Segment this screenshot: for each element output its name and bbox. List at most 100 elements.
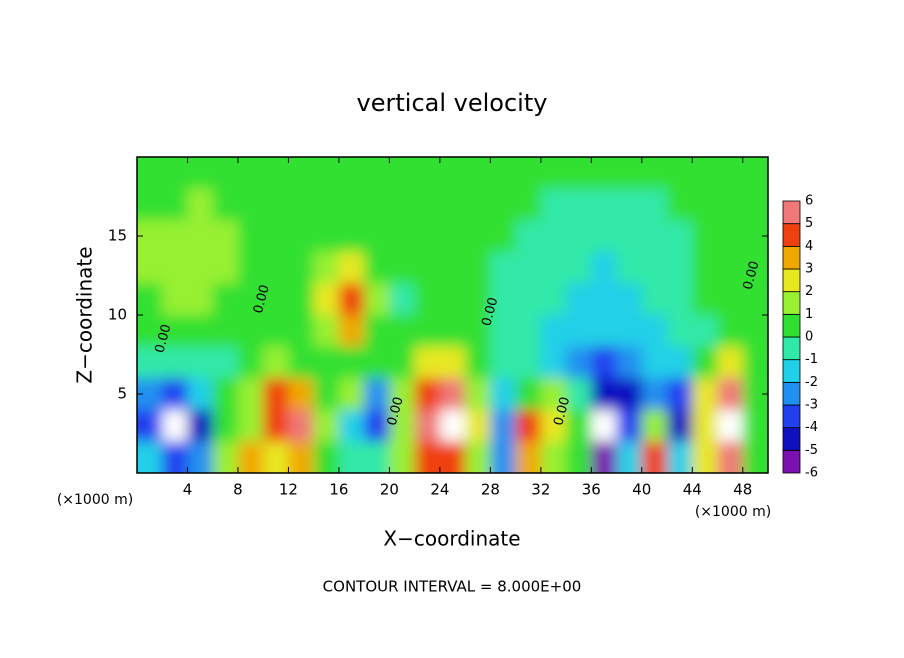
field-cell <box>263 251 289 284</box>
field-cell <box>187 220 214 253</box>
field-cell <box>566 220 592 253</box>
field-cell <box>389 251 416 284</box>
field-cell <box>414 188 441 221</box>
field-cell <box>465 283 491 316</box>
x-tick-label: 48 <box>733 481 752 499</box>
field-cell <box>667 346 693 379</box>
field-cell <box>692 157 719 190</box>
field-cell <box>439 378 466 411</box>
field-cell <box>338 441 365 473</box>
field-cell <box>540 283 567 316</box>
field-cell <box>212 441 239 473</box>
field-cell <box>667 378 693 411</box>
field-cell <box>717 441 744 473</box>
colorbar-label: -2 <box>805 375 818 390</box>
field-cell <box>364 346 390 379</box>
field-cell <box>717 346 744 379</box>
field-cell <box>313 378 340 411</box>
x-tick-label: 24 <box>430 481 449 499</box>
field-cell <box>237 441 264 473</box>
field-cell <box>364 283 390 316</box>
field-cell <box>364 188 390 221</box>
field-cell <box>616 157 643 190</box>
x-axis-label: X−coordinate <box>383 527 520 551</box>
field-cell <box>263 283 289 316</box>
field-cell <box>667 251 693 284</box>
colorbar-label: -5 <box>805 443 818 458</box>
field-cell <box>742 283 768 316</box>
field-cell <box>641 378 668 411</box>
field-cell <box>641 441 668 473</box>
colorbar-swatch <box>782 313 801 338</box>
field-cell <box>540 378 567 411</box>
field-cell <box>338 283 365 316</box>
field-cell <box>338 188 365 221</box>
field-cell <box>692 378 719 411</box>
field-cell <box>641 157 668 190</box>
field-cell <box>414 378 441 411</box>
field-cell <box>288 283 315 316</box>
field-cell <box>540 220 567 253</box>
field-cell <box>389 378 416 411</box>
field-cell <box>364 220 390 253</box>
x-unit-left: (×1000 m) <box>57 492 133 508</box>
field-cell <box>540 157 567 190</box>
field-cell <box>591 441 618 473</box>
contour-label: 0.00 <box>741 260 763 292</box>
field-cell <box>591 315 618 348</box>
field-cell <box>540 346 567 379</box>
field-cell <box>187 188 214 221</box>
x-tick-label: 28 <box>481 481 500 499</box>
field-cell <box>263 409 289 442</box>
field-cell <box>263 220 289 253</box>
field-cell <box>162 157 188 190</box>
field-cell <box>137 378 163 411</box>
field-cell <box>187 315 214 348</box>
field-cell <box>717 220 744 253</box>
field-cell <box>667 220 693 253</box>
field-cell <box>313 441 340 473</box>
colorbar-label: 4 <box>805 239 813 254</box>
field-cell <box>364 378 390 411</box>
field-cell <box>187 283 214 316</box>
field-cell <box>288 378 315 411</box>
field-cell <box>566 157 592 190</box>
field-cell <box>641 409 668 442</box>
field-cell <box>162 188 188 221</box>
field-cell <box>667 409 693 442</box>
field-cell <box>212 283 239 316</box>
field-cell <box>263 315 289 348</box>
field-cell <box>263 378 289 411</box>
field-cell <box>717 409 744 442</box>
field-cell <box>364 315 390 348</box>
colorbar-swatch <box>782 200 801 225</box>
colorbar-swatch <box>782 404 801 429</box>
field-cell <box>742 315 768 348</box>
field-cell <box>566 251 592 284</box>
field-cell <box>313 251 340 284</box>
field-cell <box>641 346 668 379</box>
field-cell <box>591 220 618 253</box>
field-cell <box>566 188 592 221</box>
field-cell <box>490 157 517 190</box>
colorbar-label: 0 <box>805 330 813 345</box>
field-cell <box>465 346 491 379</box>
field-cell <box>667 441 693 473</box>
x-unit-right: (×1000 m) <box>695 504 771 520</box>
chart-title: vertical velocity <box>357 89 548 117</box>
field-cell <box>288 157 315 190</box>
field-cell <box>515 378 542 411</box>
field-cell <box>162 283 188 316</box>
colorbar-label: -6 <box>805 466 818 481</box>
field-cell <box>439 409 466 442</box>
field-cell <box>338 220 365 253</box>
field-cell <box>465 251 491 284</box>
field-cell <box>162 346 188 379</box>
field-cell <box>389 283 416 316</box>
field-cell <box>212 378 239 411</box>
field-cell <box>717 315 744 348</box>
colorbar-swatch <box>782 268 801 293</box>
field-cell <box>667 157 693 190</box>
field-cell <box>616 188 643 221</box>
field-cell <box>616 346 643 379</box>
